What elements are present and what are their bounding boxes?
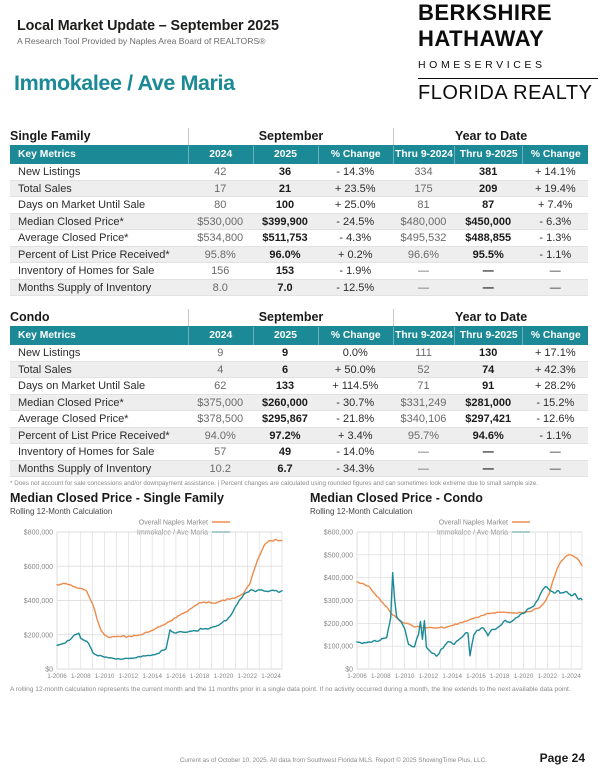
svg-text:1-2018: 1-2018 [490,673,510,680]
svg-text:Rolling 12-Month Calculation: Rolling 12-Month Calculation [310,507,412,516]
svg-text:Rolling 12-Month Calculation: Rolling 12-Month Calculation [10,507,112,516]
svg-text:1-2006: 1-2006 [347,673,367,680]
svg-text:1-2016: 1-2016 [166,673,186,680]
svg-text:Immokalee / Ave Maria: Immokalee / Ave Maria [437,530,508,537]
svg-text:Overall Naples Market: Overall Naples Market [439,520,508,527]
svg-text:Median Closed Price - Condo: Median Closed Price - Condo [310,492,483,505]
svg-text:1-2014: 1-2014 [142,673,162,680]
svg-text:1-2012: 1-2012 [119,673,139,680]
svg-text:$300,000: $300,000 [324,598,353,605]
svg-text:1-2016: 1-2016 [466,673,486,680]
svg-text:1-2024: 1-2024 [261,673,281,680]
svg-text:1-2024: 1-2024 [561,673,581,680]
svg-text:$600,000: $600,000 [324,530,353,537]
svg-text:1-2008: 1-2008 [371,673,391,680]
svg-text:1-2006: 1-2006 [47,673,67,680]
svg-text:Immokalee / Ave Maria: Immokalee / Ave Maria [137,530,208,537]
svg-text:1-2010: 1-2010 [395,673,415,680]
svg-text:1-2022: 1-2022 [538,673,558,680]
svg-text:$400,000: $400,000 [324,575,353,582]
svg-text:$400,000: $400,000 [24,598,53,605]
svg-text:$200,000: $200,000 [24,632,53,639]
svg-text:1-2022: 1-2022 [238,673,258,680]
svg-text:Median Closed Price - Single F: Median Closed Price - Single Family [10,492,224,505]
svg-text:$200,000: $200,000 [324,621,353,628]
svg-text:$100,000: $100,000 [324,644,353,651]
svg-text:1-2012: 1-2012 [419,673,439,680]
svg-text:1-2010: 1-2010 [95,673,115,680]
svg-text:1-2018: 1-2018 [190,673,210,680]
svg-text:$500,000: $500,000 [324,552,353,559]
svg-text:1-2020: 1-2020 [214,673,234,680]
svg-text:1-2008: 1-2008 [71,673,91,680]
svg-text:Overall Naples Market: Overall Naples Market [139,520,208,527]
svg-text:1-2014: 1-2014 [442,673,462,680]
svg-text:$600,000: $600,000 [24,564,53,571]
svg-text:$800,000: $800,000 [24,530,53,537]
svg-text:1-2020: 1-2020 [514,673,534,680]
